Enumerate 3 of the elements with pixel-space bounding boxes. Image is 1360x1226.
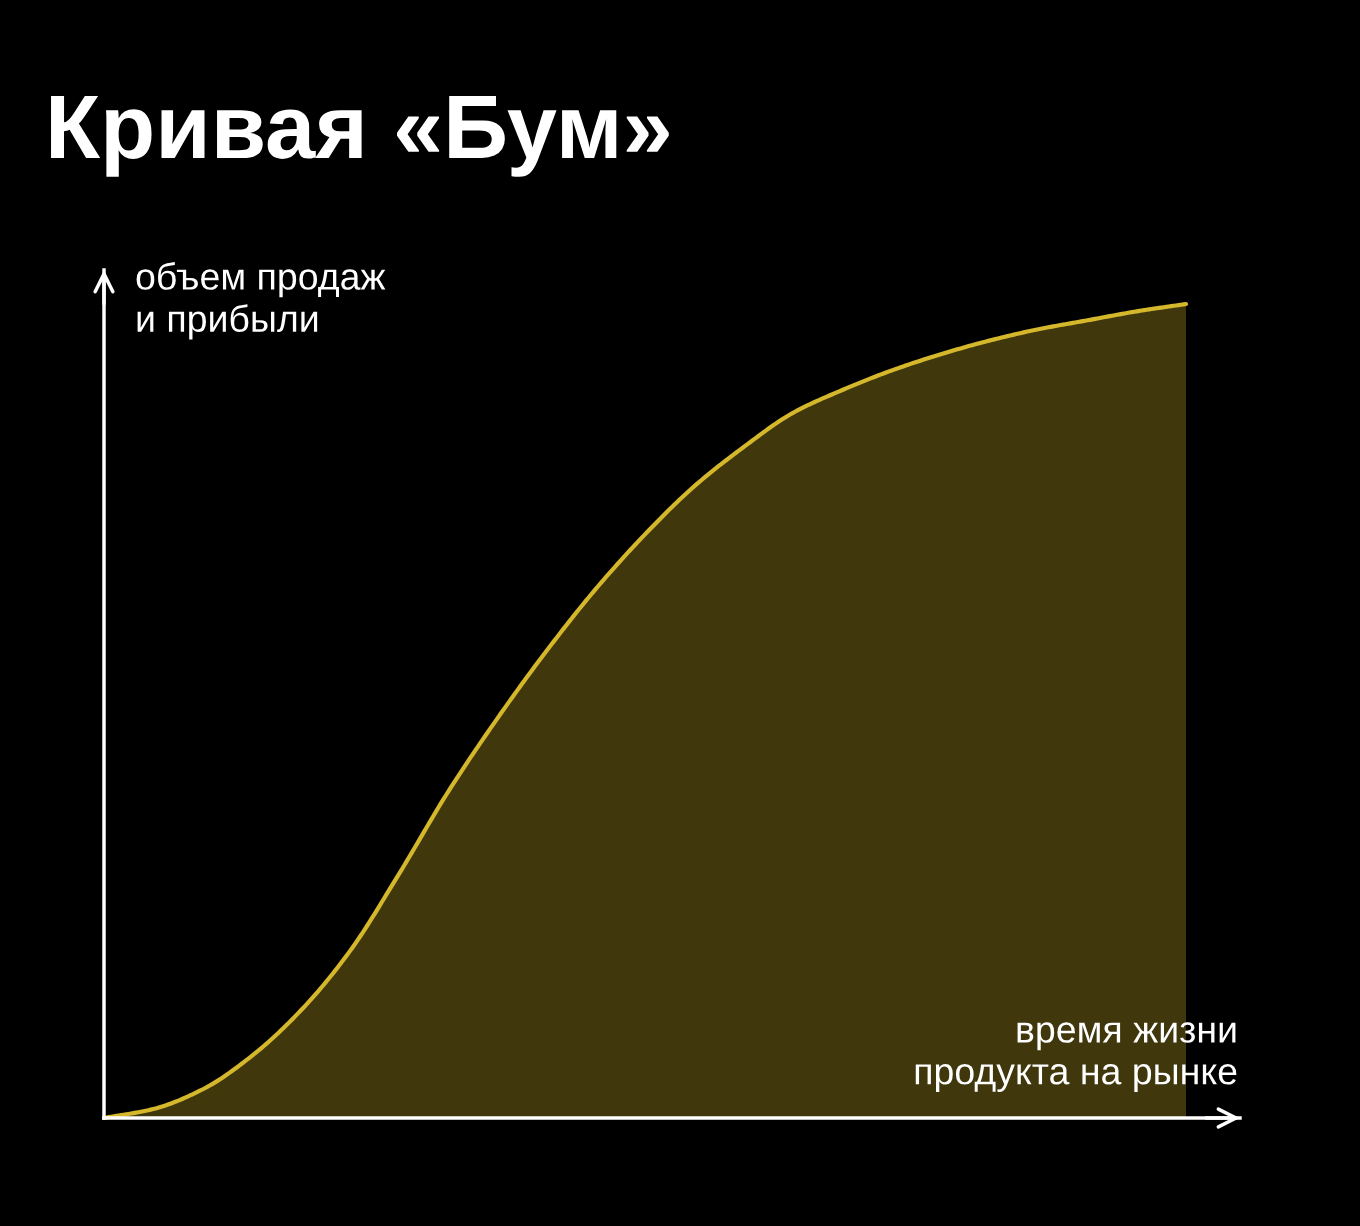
- x-axis-title: время жизни продукта на рынке: [915, 1022, 1237, 1092]
- chart-title: Кривая «Бум»: [51, 95, 669, 177]
- y-axis-title: объем продаж и прибыли: [136, 262, 386, 340]
